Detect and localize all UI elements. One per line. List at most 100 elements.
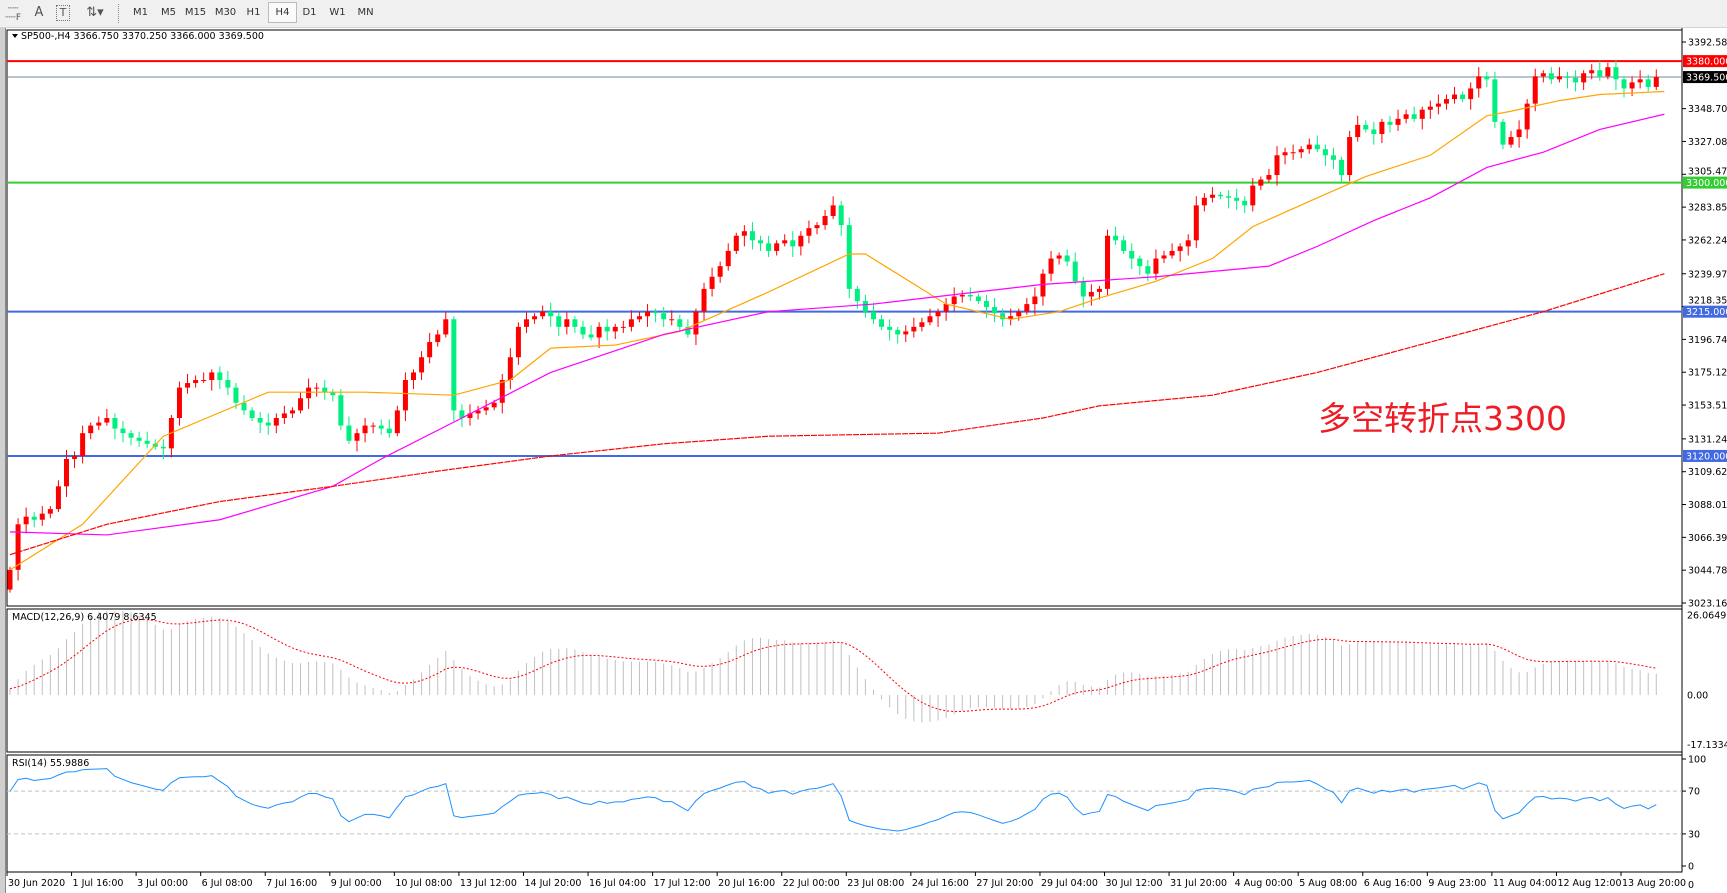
price-tick-label: 3348.700 (1688, 104, 1727, 115)
macd-title: MACD(12,26,9) 6.4079 8.6345 (12, 612, 157, 623)
bearish-candle (766, 243, 772, 251)
bullish-candle (814, 225, 820, 229)
arrows-icon[interactable]: ⇅▾ (86, 5, 104, 20)
bearish-candle (1322, 149, 1328, 156)
timeframe-button-m15[interactable]: M15 (184, 7, 207, 18)
bearish-candle (120, 428, 126, 434)
bearish-candle (1242, 200, 1248, 206)
price-tick-label: 3262.240 (1688, 235, 1727, 246)
bearish-candle (217, 372, 223, 381)
bullish-candle (1347, 137, 1353, 176)
bearish-candle (451, 319, 457, 411)
time-axis-label: 22 Jul 00:00 (783, 878, 840, 889)
bullish-candle (88, 425, 94, 434)
text-box-icon[interactable]: T (56, 5, 70, 21)
price-tick-label: 3153.510 (1688, 401, 1727, 412)
bullish-candle (47, 509, 53, 514)
bearish-candle (1121, 240, 1127, 251)
bullish-candle (15, 524, 21, 570)
bullish-candle (354, 433, 360, 441)
chart-symbol-header: SP500-,H4 3366.750 3370.250 3366.000 336… (21, 31, 264, 42)
bullish-candle (1306, 144, 1312, 150)
toolbar-separator (118, 4, 121, 23)
bearish-candle (1573, 77, 1579, 83)
bullish-candle (1209, 194, 1215, 198)
bullish-candle (39, 513, 45, 520)
bearish-candle (1460, 94, 1466, 100)
bullish-candle (1476, 76, 1482, 89)
timeframe-button-mn[interactable]: MN (357, 7, 374, 18)
timeframe-button-m1[interactable]: M1 (133, 7, 148, 18)
bullish-candle (435, 334, 441, 343)
macd-signal-line (9, 619, 1657, 713)
bullish-candle (1169, 250, 1175, 256)
bullish-candle (1201, 197, 1207, 206)
moving-average-line-ma_slow (9, 273, 1665, 556)
bullish-candle (1024, 304, 1030, 312)
time-axis-label: 13 Aug 20:00 (1622, 878, 1686, 889)
level-price-badge (1683, 449, 1727, 462)
bearish-candle (1484, 76, 1490, 80)
time-axis-label: 9 Jul 00:00 (331, 878, 382, 889)
timeframe-button-w1[interactable]: W1 (329, 7, 346, 18)
bearish-candle (1339, 159, 1345, 176)
bullish-candle (523, 319, 529, 327)
bullish-candle (80, 433, 86, 456)
bearish-candle (257, 417, 263, 423)
bullish-candle (411, 372, 416, 381)
timeframe-button-d1[interactable]: D1 (302, 7, 317, 18)
timeframe-button-m30[interactable]: M30 (214, 7, 237, 18)
price-tick-label: 3023.165 (1688, 599, 1727, 610)
time-axis-label: 30 Jun 2020 (8, 878, 65, 889)
bullish-candle (693, 311, 699, 335)
time-axis-label: 14 Jul 20:00 (524, 878, 581, 889)
rsi-panel (6, 754, 1683, 873)
time-axis-label: 12 Aug 12:00 (1557, 878, 1621, 889)
bullish-candle (540, 311, 546, 317)
bullish-candle (63, 458, 69, 487)
timeframe-button-m5[interactable]: M5 (161, 7, 176, 18)
bullish-candle (419, 357, 425, 373)
bullish-candle (596, 326, 602, 338)
periods-separator-icon[interactable]: ┄┄ ┄┄F (4, 4, 21, 23)
bullish-candle (1153, 258, 1159, 274)
bullish-candle (314, 387, 320, 389)
bearish-candle (160, 446, 166, 449)
bullish-candle (532, 316, 538, 320)
bearish-candle (992, 307, 998, 314)
bullish-candle (394, 410, 400, 434)
bearish-candle (249, 410, 255, 418)
bullish-candle (1653, 77, 1659, 87)
rsi-tick-label: 70 (1688, 787, 1700, 798)
macd-tick-label: -17.1334 (1687, 740, 1727, 751)
timeframe-button-h4[interactable]: H4 (268, 2, 297, 23)
bullish-candle (725, 250, 731, 267)
bearish-candle (1363, 124, 1369, 130)
bullish-candle (1008, 316, 1014, 320)
moving-average-line-ma_mid (9, 113, 1665, 536)
time-axis-label: 10 Jul 08:00 (395, 878, 452, 889)
bullish-candle (1274, 155, 1280, 176)
bullish-candle (1540, 73, 1546, 77)
level-price-label: 3300.000 (1686, 178, 1727, 189)
bullish-candle (1250, 185, 1256, 206)
bearish-candle (975, 296, 981, 302)
bearish-candle (862, 301, 868, 312)
bullish-candle (402, 380, 408, 411)
bearish-candle (887, 326, 893, 330)
bullish-candle (427, 342, 433, 358)
timeframe-button-h1[interactable]: H1 (246, 7, 261, 18)
price-tick-label: 3327.085 (1688, 137, 1727, 148)
bullish-candle (1016, 311, 1022, 317)
time-axis-label: 9 Aug 23:00 (1428, 878, 1486, 889)
bearish-candle (1064, 255, 1070, 262)
time-axis-label: 17 Jul 12:00 (654, 878, 711, 889)
level-price-label: 3380.000 (1686, 57, 1727, 68)
bullish-candle (1032, 296, 1038, 305)
bullish-candle (669, 319, 675, 321)
bearish-candle (1500, 121, 1506, 145)
text-label-icon[interactable]: A (34, 5, 44, 20)
bullish-candle (104, 417, 110, 423)
price-tick-label: 3305.470 (1688, 167, 1727, 178)
